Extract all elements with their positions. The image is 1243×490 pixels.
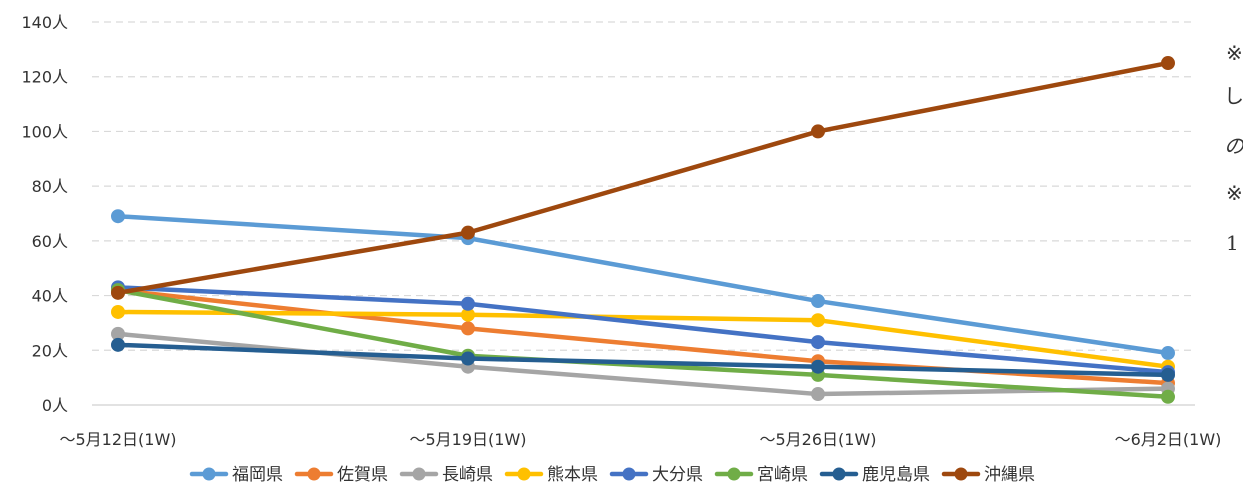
data-point bbox=[111, 326, 125, 341]
data-point bbox=[1161, 367, 1175, 382]
legend-label: 福岡県 bbox=[232, 465, 283, 485]
legend-swatch-marker bbox=[412, 467, 426, 481]
side-note-line-5: 1 bbox=[1226, 231, 1239, 255]
data-point bbox=[1161, 389, 1175, 404]
data-point bbox=[461, 351, 475, 366]
legend-item[interactable]: 福岡県 bbox=[189, 465, 283, 485]
legend-item[interactable]: 沖縄県 bbox=[941, 465, 1035, 485]
legend-item[interactable]: 熊本県 bbox=[504, 465, 598, 485]
series-1 bbox=[111, 209, 1175, 361]
series-lines bbox=[111, 56, 1175, 404]
series-line bbox=[115, 287, 1171, 400]
series-line bbox=[115, 60, 1171, 296]
legend-label: 鹿児島県 bbox=[862, 465, 930, 485]
x-tick-label: ～5月26日(1W) bbox=[759, 430, 876, 449]
data-point bbox=[811, 387, 825, 402]
data-point bbox=[111, 209, 125, 224]
y-tick-label: 20人 bbox=[32, 341, 68, 360]
series-line bbox=[115, 285, 1171, 375]
legend-swatch-marker bbox=[202, 467, 216, 481]
data-point bbox=[811, 124, 825, 139]
legend-item[interactable]: 佐賀県 bbox=[294, 465, 388, 485]
side-note-line-1: ※ bbox=[1226, 41, 1243, 65]
y-tick-label: 60人 bbox=[32, 232, 68, 251]
legend-label: 沖縄県 bbox=[984, 465, 1035, 485]
legend-label: 佐賀県 bbox=[337, 465, 388, 485]
legend-swatch-marker bbox=[622, 467, 636, 481]
data-point bbox=[111, 337, 125, 352]
data-point bbox=[1161, 346, 1175, 361]
data-point bbox=[811, 335, 825, 350]
legend-swatch-marker bbox=[307, 467, 321, 481]
legend-item[interactable]: 鹿児島県 bbox=[819, 465, 930, 485]
data-point bbox=[1161, 56, 1175, 71]
series-8 bbox=[111, 56, 1175, 300]
legend-label: 長崎県 bbox=[442, 465, 493, 485]
side-note-line-2: し bbox=[1224, 84, 1243, 108]
y-tick-label: 140人 bbox=[21, 13, 68, 32]
y-tick-label: 40人 bbox=[32, 287, 68, 306]
series-7 bbox=[111, 337, 1175, 382]
legend-item[interactable]: 宮崎県 bbox=[714, 465, 808, 485]
legend: 福岡県 佐賀県 長崎県 熊本県 大分県 宮崎県 鹿児島県 沖縄県 bbox=[189, 465, 1035, 485]
legend-label: 宮崎県 bbox=[757, 465, 808, 485]
x-tick-label: ～5月12日(1W) bbox=[59, 430, 176, 449]
data-point bbox=[811, 294, 825, 309]
series-line bbox=[115, 309, 1171, 369]
data-point bbox=[811, 359, 825, 374]
series-line bbox=[115, 342, 1171, 378]
data-point bbox=[461, 225, 475, 240]
x-tick-label: ～5月19日(1W) bbox=[409, 430, 526, 449]
data-point bbox=[111, 304, 125, 319]
x-axis: ～5月12日(1W) ～5月19日(1W) ～5月26日(1W) ～6月2日(1W) bbox=[59, 430, 1221, 449]
data-point bbox=[461, 307, 475, 322]
legend-swatch-marker bbox=[517, 467, 531, 481]
y-tick-label: 0人 bbox=[42, 396, 68, 415]
side-note-line-3: の bbox=[1224, 134, 1243, 158]
series-line bbox=[115, 213, 1171, 356]
legend-item[interactable]: 長崎県 bbox=[399, 465, 493, 485]
legend-label: 熊本県 bbox=[547, 465, 598, 485]
legend-swatch-marker bbox=[832, 467, 846, 481]
data-point bbox=[461, 296, 475, 311]
legend-swatch-marker bbox=[727, 467, 741, 481]
data-point bbox=[111, 285, 125, 300]
y-tick-label: 120人 bbox=[21, 68, 68, 87]
y-tick-label: 80人 bbox=[32, 177, 68, 196]
legend-swatch-marker bbox=[954, 467, 968, 481]
legend-label: 大分県 bbox=[652, 465, 703, 485]
series-2 bbox=[111, 283, 1175, 391]
side-note-line-4: ※ bbox=[1226, 181, 1243, 205]
y-axis: 0人 20人 40人 60人 80人 100人 120人 140人 bbox=[21, 13, 68, 415]
data-point bbox=[811, 313, 825, 328]
side-note: ※ し の ※ 1 bbox=[1224, 41, 1243, 255]
legend-item[interactable]: 大分県 bbox=[609, 465, 703, 485]
data-point bbox=[461, 321, 475, 336]
x-tick-label: ～6月2日(1W) bbox=[1115, 430, 1222, 449]
y-tick-label: 100人 bbox=[21, 122, 68, 141]
